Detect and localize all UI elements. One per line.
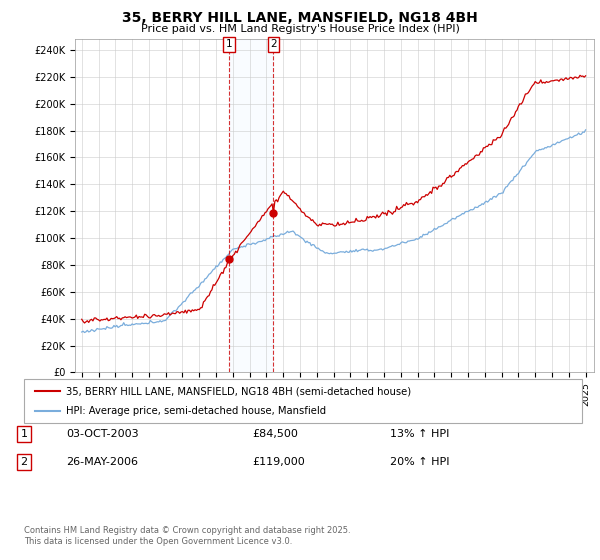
- Text: £84,500: £84,500: [252, 429, 298, 439]
- Text: 20% ↑ HPI: 20% ↑ HPI: [390, 457, 449, 467]
- Text: 35, BERRY HILL LANE, MANSFIELD, NG18 4BH (semi-detached house): 35, BERRY HILL LANE, MANSFIELD, NG18 4BH…: [66, 386, 411, 396]
- Text: 03-OCT-2003: 03-OCT-2003: [66, 429, 139, 439]
- Text: £119,000: £119,000: [252, 457, 305, 467]
- Text: 35, BERRY HILL LANE, MANSFIELD, NG18 4BH: 35, BERRY HILL LANE, MANSFIELD, NG18 4BH: [122, 11, 478, 25]
- Text: 1: 1: [226, 39, 232, 49]
- Text: HPI: Average price, semi-detached house, Mansfield: HPI: Average price, semi-detached house,…: [66, 405, 326, 416]
- Text: 1: 1: [20, 429, 28, 439]
- Text: Contains HM Land Registry data © Crown copyright and database right 2025.
This d: Contains HM Land Registry data © Crown c…: [24, 526, 350, 546]
- Text: 26-MAY-2006: 26-MAY-2006: [66, 457, 138, 467]
- Text: 13% ↑ HPI: 13% ↑ HPI: [390, 429, 449, 439]
- Text: 2: 2: [270, 39, 277, 49]
- Bar: [229, 39, 274, 372]
- Text: 2: 2: [20, 457, 28, 467]
- Text: Price paid vs. HM Land Registry's House Price Index (HPI): Price paid vs. HM Land Registry's House …: [140, 24, 460, 34]
